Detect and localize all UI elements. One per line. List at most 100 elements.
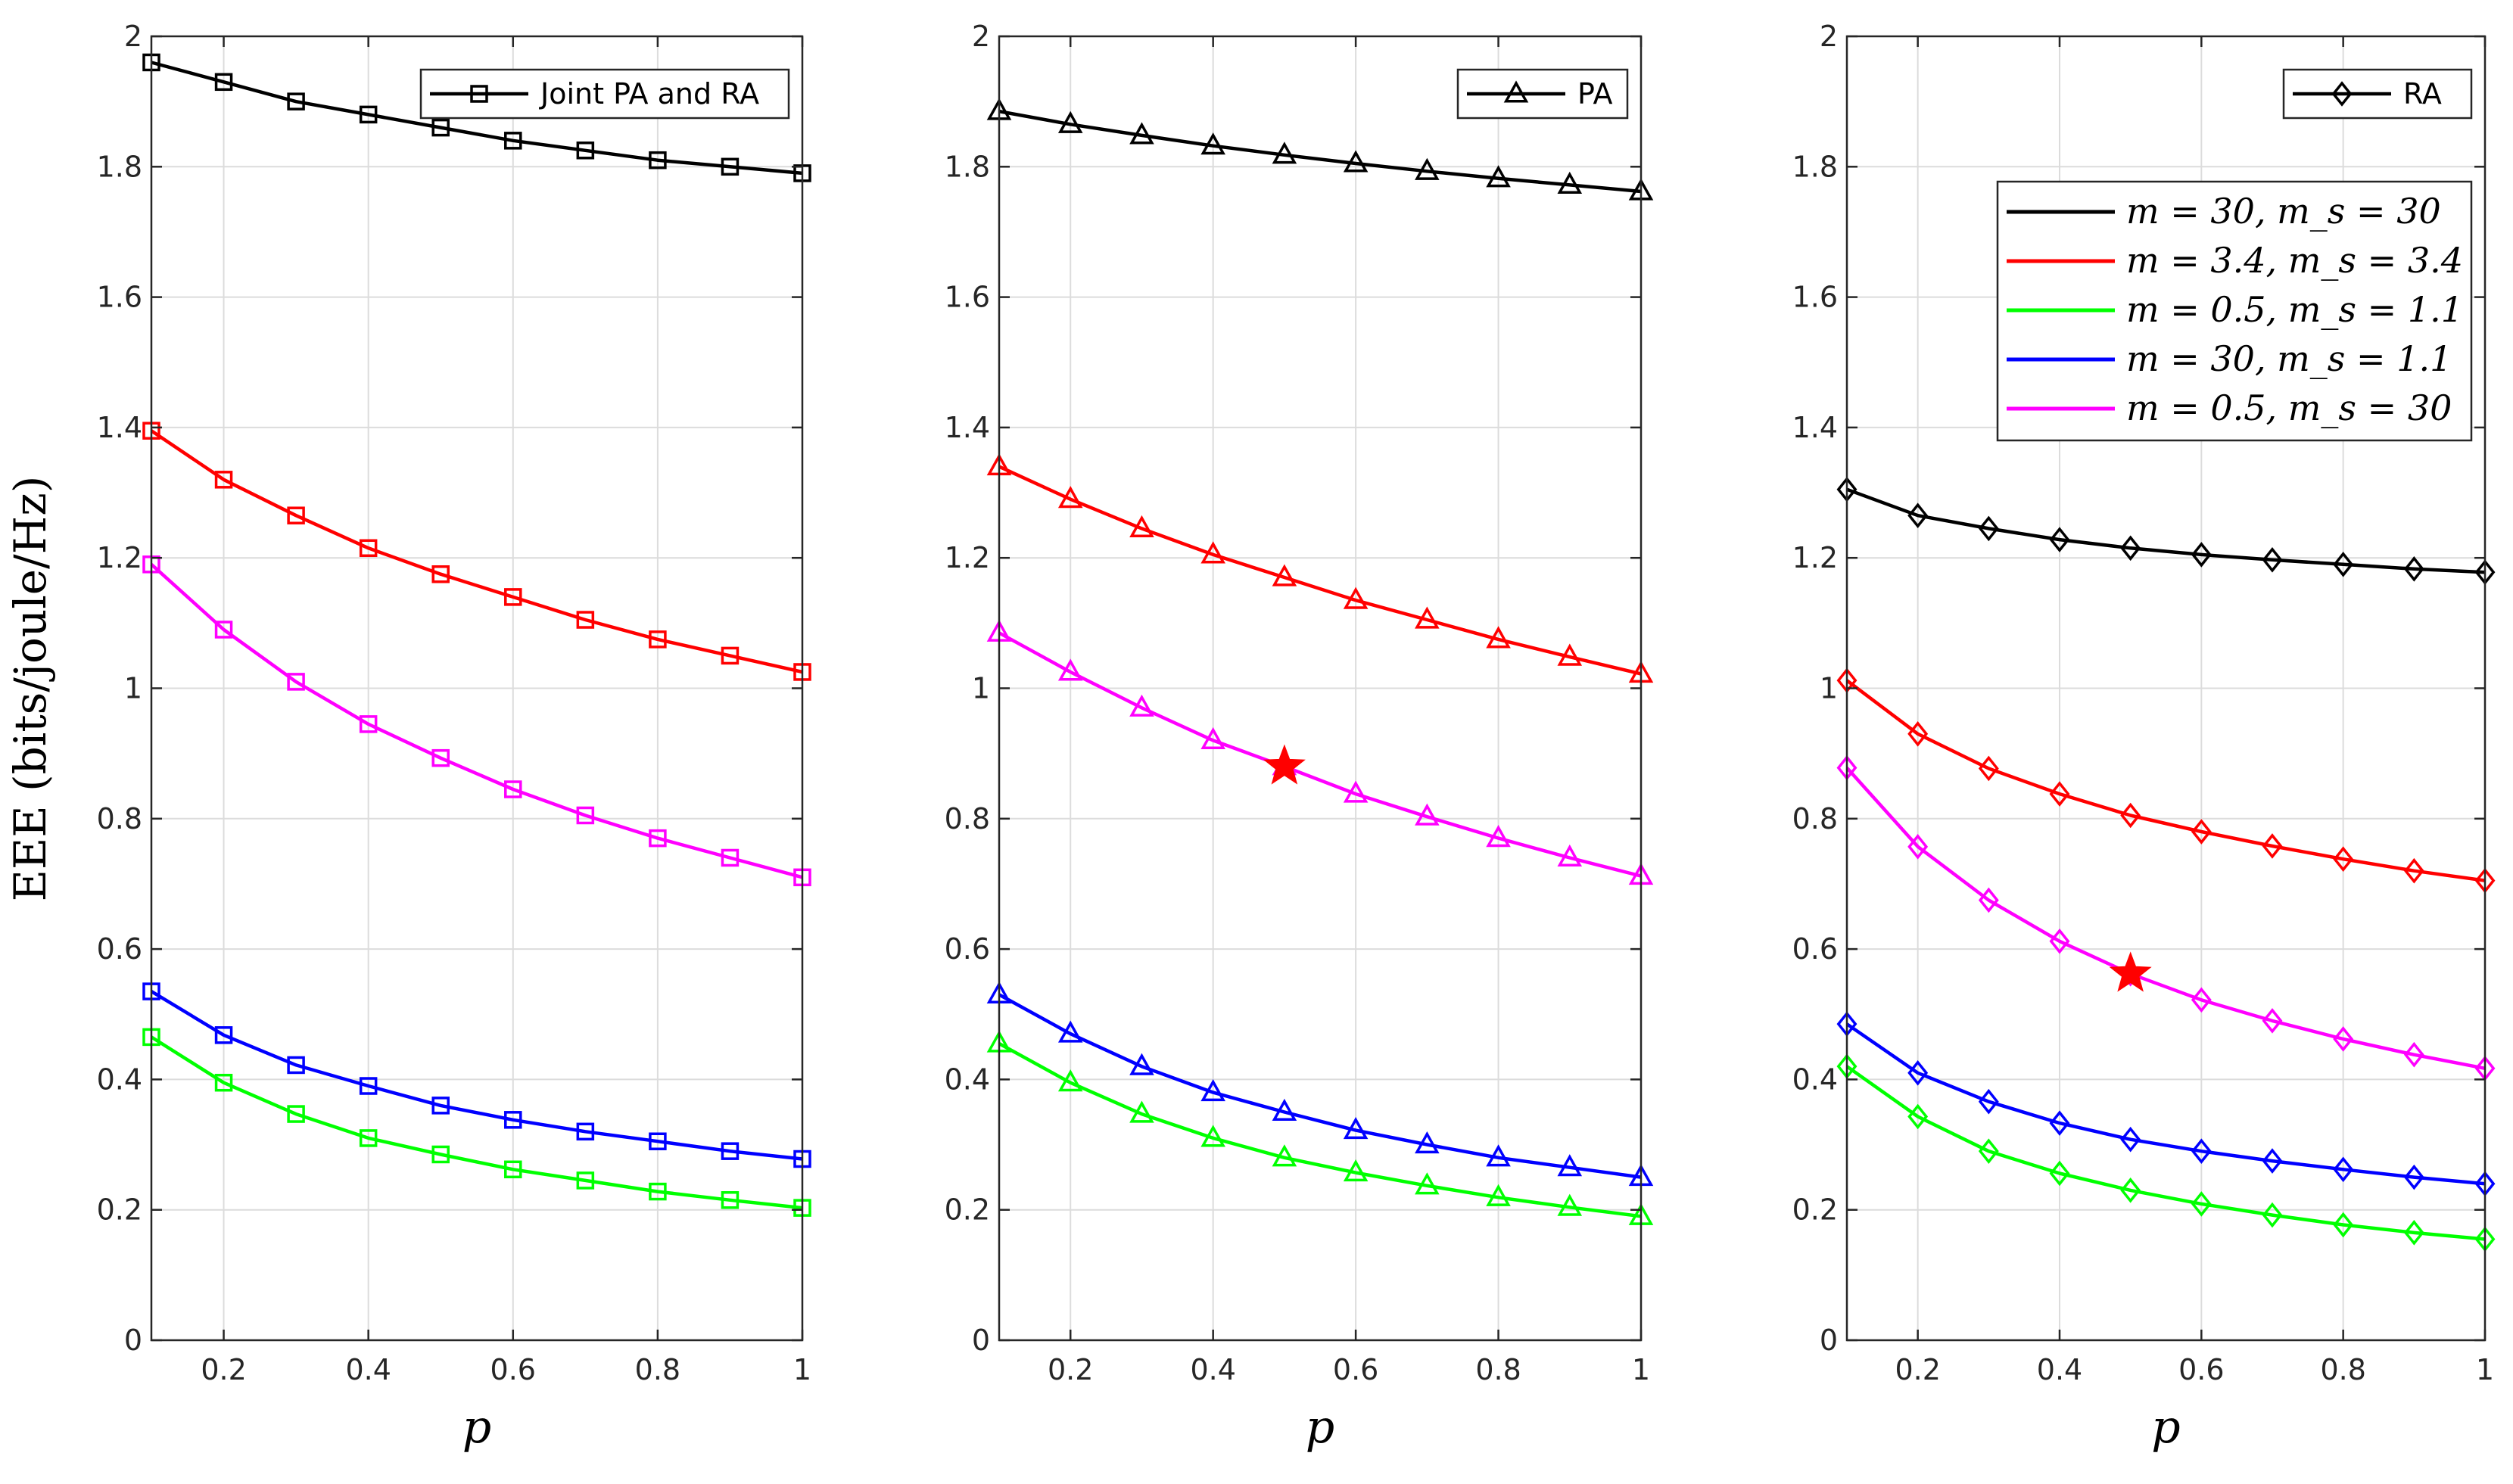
y-tick-label: 0.8 (97, 802, 142, 835)
x-tick-label: 0.8 (1475, 1353, 1521, 1386)
series-line-m0.5_ms30 (150, 563, 803, 879)
data-point-m30_ms30 (1978, 515, 1999, 542)
x-axis-label: p (2151, 1401, 2180, 1454)
data-point-m0.5_ms30 (287, 673, 305, 691)
data-point-m3.4_ms3.4 (1557, 643, 1583, 666)
data-point-m30_ms1.1 (1978, 1088, 1999, 1115)
data-point-m30_ms30 (214, 73, 233, 92)
x-tick-label: 0.4 (345, 1353, 391, 1386)
y-tick-label: 1.2 (1792, 541, 1838, 574)
data-point-m0.5_ms30 (2191, 987, 2212, 1013)
data-point-m30_ms1.1 (1486, 1144, 1511, 1167)
data-point-m30_ms1.1 (2120, 1126, 2141, 1153)
y-axis-label: EEE (bits/joule/Hz) (5, 476, 56, 902)
y-tick-label: 0.2 (1792, 1193, 1838, 1227)
x-tick-label: 0.4 (1190, 1353, 1235, 1386)
data-point-m3.4_ms3.4 (1486, 626, 1511, 649)
data-point-m30_ms1.1 (2049, 1110, 2070, 1136)
legend-label: Joint PA and RA (539, 77, 759, 110)
y-tick-label: 0.6 (1792, 932, 1838, 966)
data-point-m0.5_ms1.1 (2120, 1178, 2141, 1203)
data-point-m0.5_ms30 (721, 848, 740, 867)
series-m30_ms1.1 (986, 981, 1654, 1187)
data-point-m0.5_ms30 (2262, 1008, 2283, 1034)
x-tick-label: 1 (1632, 1353, 1650, 1386)
data-point-m0.5_ms30 (359, 715, 378, 733)
legend-marker (1503, 80, 1529, 103)
data-point-m0.5_ms30 (504, 780, 522, 798)
data-point-m30_ms1.1 (2333, 1156, 2354, 1183)
y-tick-label: 1 (1820, 672, 1838, 705)
series-m3.4_ms3.4 (986, 453, 1654, 683)
data-point-m3.4_ms3.4 (214, 471, 233, 489)
y-tick-label: 0.6 (97, 932, 142, 966)
data-point-m3.4_ms3.4 (359, 539, 378, 558)
star-marker (1263, 744, 1306, 785)
data-point-m3.4_ms3.4 (1200, 541, 1225, 564)
y-tick-label: 1.2 (945, 541, 990, 574)
y-tick-label: 2 (972, 20, 990, 53)
x-tick-label: 0.6 (490, 1353, 536, 1386)
data-point-m0.5_ms30 (431, 748, 450, 767)
data-point-m30_ms1.1 (2403, 1164, 2424, 1190)
marker-legend: Joint PA and RA (419, 68, 790, 120)
x-tick-label: 0.6 (2178, 1353, 2224, 1386)
data-point-m0.5_ms1.1 (1978, 1138, 1999, 1164)
data-point-m3.4_ms3.4 (1057, 486, 1083, 509)
data-point-m30_ms30 (2262, 546, 2283, 573)
data-point-m30_ms1.1 (214, 1026, 233, 1044)
x-axis-label: p (1306, 1401, 1334, 1454)
y-tick-label: 0 (124, 1324, 142, 1357)
data-point-m0.5_ms1.1 (1057, 1069, 1083, 1092)
y-tick-label: 1.2 (97, 541, 142, 574)
y-tick-label: 0.4 (945, 1062, 990, 1096)
y-tick-label: 1.8 (1792, 150, 1838, 183)
data-point-m0.5_ms1.1 (431, 1145, 450, 1164)
series-legend-label: m = 30, m_s = 30 (2126, 191, 2441, 232)
series-m3.4_ms3.4 (1836, 667, 2496, 894)
data-point-m0.5_ms1.1 (287, 1105, 305, 1123)
y-tick-label: 1.4 (1792, 411, 1838, 444)
data-point-m0.5_ms1.1 (1200, 1125, 1225, 1147)
series-line-m30_ms30 (1846, 487, 2486, 574)
y-tick-label: 1.6 (97, 281, 142, 314)
x-tick-label: 0.8 (635, 1353, 680, 1386)
data-point-m3.4_ms3.4 (2333, 846, 2354, 873)
data-point-m30_ms30 (1129, 122, 1154, 145)
data-point-m30_ms1.1 (649, 1132, 667, 1150)
legend-marker (2331, 81, 2353, 107)
data-point-m0.5_ms30 (1557, 844, 1583, 867)
series-m0.5_ms1.1 (142, 1028, 811, 1217)
data-point-m0.5_ms1.1 (1907, 1103, 1929, 1130)
x-tick-label: 1 (793, 1353, 811, 1386)
data-point-m3.4_ms3.4 (1907, 721, 1929, 747)
series-legend-label: m = 3.4, m_s = 3.4 (2126, 240, 2463, 281)
series-line-m0.5_ms30 (998, 631, 1642, 878)
data-point-m30_ms1.1 (2262, 1148, 2283, 1174)
series-m30_ms1.1 (1836, 1011, 2496, 1197)
y-tick-label: 1.6 (1792, 281, 1838, 314)
data-point-m3.4_ms3.4 (649, 630, 667, 649)
data-point-m3.4_ms3.4 (1978, 755, 1999, 782)
series-line-m30_ms1.1 (998, 993, 1642, 1179)
data-point-m3.4_ms3.4 (1129, 515, 1154, 537)
data-point-m30_ms30 (359, 105, 378, 124)
series-legend-label: m = 0.5, m_s = 30 (2126, 387, 2452, 428)
data-point-m0.5_ms30 (1907, 834, 1929, 860)
data-point-m3.4_ms3.4 (1343, 586, 1369, 609)
series-line-m0.5_ms1.1 (998, 1042, 1642, 1218)
marker-legend: PA (1456, 68, 1629, 120)
data-point-m30_ms30 (2049, 527, 2070, 552)
y-tick-label: 1.6 (945, 281, 990, 314)
data-point-m3.4_ms3.4 (2120, 802, 2141, 829)
data-point-m30_ms30 (287, 92, 305, 110)
data-point-m30_ms1.1 (1057, 1020, 1083, 1043)
y-tick-label: 1.4 (97, 411, 142, 444)
series-line-m30_ms30 (998, 109, 1642, 194)
data-point-m0.5_ms1.1 (2333, 1212, 2354, 1238)
series-line-m3.4_ms3.4 (1845, 679, 2486, 882)
data-point-m30_ms30 (1200, 132, 1225, 155)
data-point-m0.5_ms1.1 (1129, 1100, 1154, 1123)
data-point-m0.5_ms30 (1486, 825, 1511, 848)
data-point-m30_ms30 (504, 132, 522, 150)
